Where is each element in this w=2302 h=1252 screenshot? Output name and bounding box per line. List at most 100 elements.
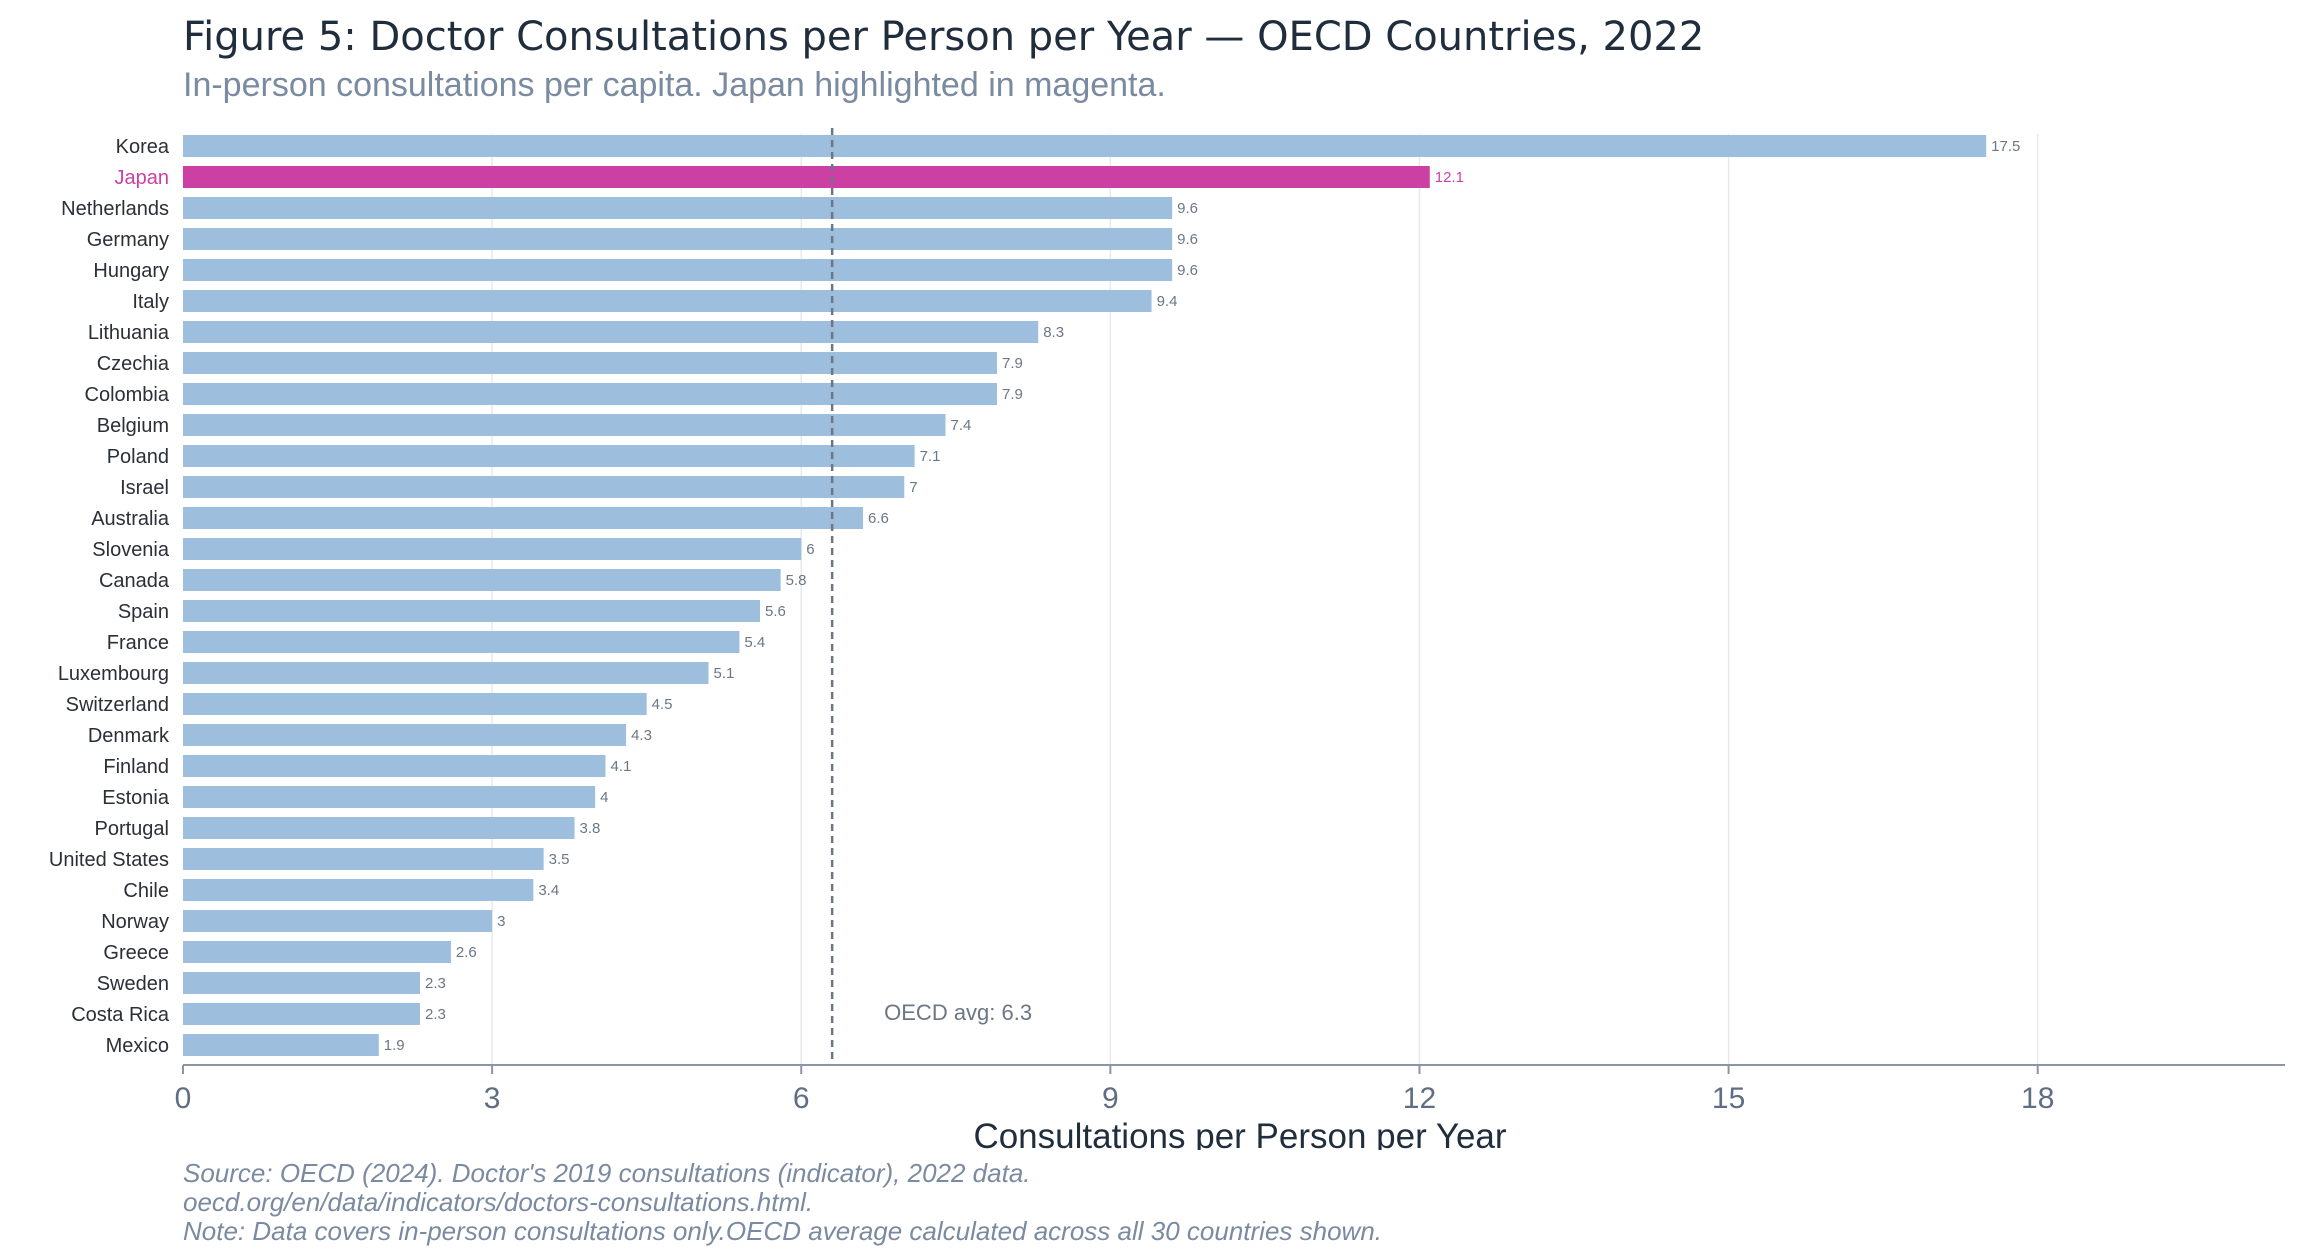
bar-hungary <box>183 259 1173 281</box>
x-tick-label: 6 <box>793 1082 810 1115</box>
value-label: 4.5 <box>652 696 673 713</box>
category-label: Colombia <box>85 384 170 406</box>
category-label: Finland <box>103 756 169 778</box>
category-label: Israel <box>120 477 169 499</box>
category-label: France <box>107 632 169 654</box>
category-label: Sweden <box>97 973 169 995</box>
bar-belgium <box>183 414 946 436</box>
category-label: Japan <box>115 167 170 189</box>
bar-slovenia <box>183 538 802 560</box>
value-label: 9.6 <box>1177 262 1198 279</box>
value-label: 5.8 <box>786 572 807 589</box>
x-tick-label: 9 <box>1102 1082 1119 1115</box>
reference-line-group: OECD avg: 6.3 <box>830 128 1032 1065</box>
bar-portugal <box>183 817 575 839</box>
x-tick-label: 3 <box>484 1082 501 1115</box>
bar-canada <box>183 569 781 591</box>
note-line: Note: Data covers in-person consultation… <box>183 1216 1383 1246</box>
x-axis: 0 3 6 9 12 15 18 <box>175 1064 2285 1115</box>
category-label: Korea <box>116 136 170 158</box>
x-tick-label: 0 <box>175 1082 192 1115</box>
bar-netherlands <box>183 197 1173 219</box>
value-label: 6.6 <box>868 510 889 527</box>
bar-japan <box>183 166 1430 188</box>
bars: Korea 17.5 Japan 12.1 Netherlands 9.6 Germany 9… <box>49 135 2020 1057</box>
bar-united-states <box>183 848 544 870</box>
bar-poland <box>183 445 915 467</box>
x-axis-label: Consultations per Person per Year <box>973 1117 1506 1150</box>
bar-colombia <box>183 383 998 405</box>
chart-subtitle: In-person consultations per capita. Japa… <box>183 66 1166 104</box>
value-label: 5.4 <box>744 634 765 651</box>
value-label: 3 <box>497 913 505 930</box>
bar-finland <box>183 755 606 777</box>
category-label: Denmark <box>88 725 170 747</box>
x-tick-label: 12 <box>1403 1082 1436 1115</box>
bar-costa-rica <box>183 1003 420 1025</box>
value-label: 1.9 <box>384 1037 405 1054</box>
value-label: 2.6 <box>456 944 477 961</box>
x-tick-label: 15 <box>1712 1082 1745 1115</box>
bar-estonia <box>183 786 596 808</box>
category-label: Estonia <box>102 787 170 809</box>
category-label: Germany <box>87 229 169 251</box>
value-label: 7.9 <box>1002 386 1023 403</box>
category-label: Mexico <box>106 1035 169 1057</box>
category-label: Greece <box>103 942 169 964</box>
category-label: Lithuania <box>88 322 170 344</box>
value-label: 7.4 <box>950 417 971 434</box>
value-label: 4.1 <box>610 758 631 775</box>
bar-chart: Korea 17.5 Japan 12.1 Netherlands 9.6 Germany 9… <box>49 128 2285 1150</box>
value-label: 5.1 <box>714 665 735 682</box>
value-label: 12.1 <box>1435 169 1464 186</box>
value-label: 9.6 <box>1177 231 1198 248</box>
gridlines <box>491 134 2039 1065</box>
value-label: 9.6 <box>1177 200 1198 217</box>
category-label: Luxembourg <box>58 663 169 685</box>
category-label: Costa Rica <box>71 1004 170 1026</box>
bar-luxembourg <box>183 662 709 684</box>
value-label: 4 <box>600 789 608 806</box>
value-label: 3.4 <box>538 882 559 899</box>
category-label: Portugal <box>95 818 170 840</box>
bar-mexico <box>183 1034 379 1056</box>
bar-chile <box>183 879 534 901</box>
category-label: Slovenia <box>92 539 170 561</box>
value-label: 17.5 <box>1991 138 2020 155</box>
category-label: Poland <box>107 446 169 468</box>
bar-france <box>183 631 740 653</box>
category-label: Australia <box>91 508 170 530</box>
bar-greece <box>183 941 451 963</box>
category-label: Italy <box>132 291 169 313</box>
oecd-average-label: OECD avg: 6.3 <box>884 1000 1032 1025</box>
bar-germany <box>183 228 1173 250</box>
bar-spain <box>183 600 761 622</box>
source-line-2: oecd.org/en/data/indicators/doctors-cons… <box>183 1187 814 1217</box>
value-label: 9.4 <box>1157 293 1178 310</box>
bar-korea <box>183 135 1987 157</box>
bar-denmark <box>183 724 627 746</box>
category-label: Canada <box>99 570 170 592</box>
value-label: 4.3 <box>631 727 652 744</box>
category-label: United States <box>49 849 169 871</box>
value-label: 7.9 <box>1002 355 1023 372</box>
bar-czechia <box>183 352 998 374</box>
value-label: 2.3 <box>425 1006 446 1023</box>
bar-italy <box>183 290 1152 312</box>
category-label: Chile <box>123 880 169 902</box>
bar-sweden <box>183 972 420 994</box>
bar-australia <box>183 507 864 529</box>
bar-norway <box>183 910 493 932</box>
bar-switzerland <box>183 693 647 715</box>
value-label: 2.3 <box>425 975 446 992</box>
bar-israel <box>183 476 905 498</box>
value-label: 6 <box>806 541 814 558</box>
value-label: 3.8 <box>580 820 601 837</box>
source-line-1: Source: OECD (2024). Doctor's 2019 consu… <box>183 1158 1031 1188</box>
value-label: 8.3 <box>1043 324 1064 341</box>
category-label: Switzerland <box>66 694 169 716</box>
value-label: 3.5 <box>549 851 570 868</box>
bar-lithuania <box>183 321 1039 343</box>
category-label: Spain <box>118 601 169 623</box>
category-label: Netherlands <box>61 198 169 220</box>
